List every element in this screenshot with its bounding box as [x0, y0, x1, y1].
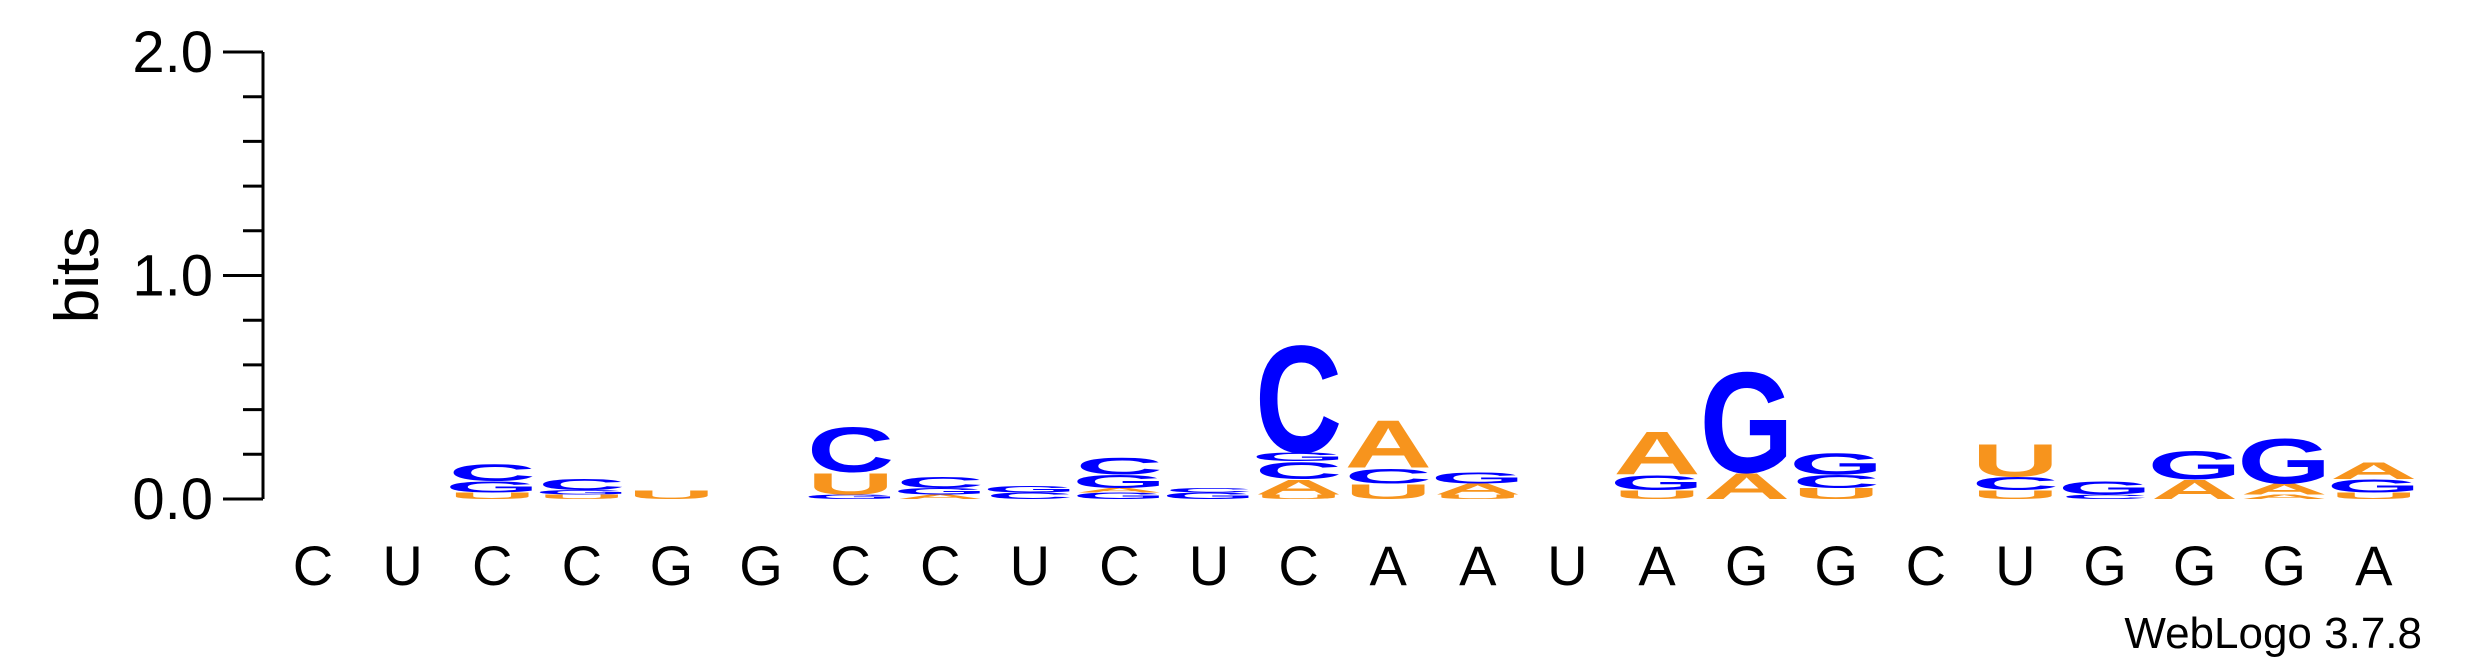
- logo-letter-U: U: [1972, 435, 2059, 486]
- logo-letter-G: G: [2327, 476, 2421, 496]
- logo-letter-C: C: [986, 491, 1073, 501]
- logo-letter-A: A: [1434, 481, 1521, 498]
- logo-letter-A: A: [897, 494, 984, 501]
- logo-letter-U: U: [1255, 494, 1342, 501]
- logo-letter-G: G: [1789, 447, 1883, 481]
- logo-letter-G: G: [2237, 425, 2331, 497]
- logo-letter-A: A: [1255, 475, 1342, 499]
- logo-letter-C: C: [2061, 494, 2148, 501]
- x-tick-label: C: [1099, 534, 1139, 597]
- logo-letter-C: C: [1255, 314, 1342, 485]
- logo-letter-G: G: [1252, 450, 1346, 464]
- logo-letter-U: U: [1613, 488, 1700, 502]
- x-tick-label: U: [1189, 534, 1229, 597]
- logo-letter-A: A: [2151, 474, 2238, 505]
- logo-letter-C: C: [538, 476, 625, 493]
- logo-letter-C: C: [1076, 453, 1163, 480]
- logo-letter-G: G: [535, 489, 629, 496]
- logo-letter-G: G: [1072, 471, 1166, 491]
- y-tick-label: 0.0: [132, 467, 213, 532]
- x-tick-label: C: [1278, 534, 1318, 597]
- x-tick-label: U: [1995, 534, 2035, 597]
- logo-letter-U: U: [628, 488, 715, 502]
- logo-letter-A: A: [1345, 406, 1432, 482]
- weblogo-credit: WebLogo 3.7.8: [2124, 609, 2422, 658]
- logo-letter-U: U: [538, 494, 625, 501]
- logo-letter-G: G: [804, 494, 898, 501]
- x-tick-label: G: [2083, 534, 2127, 597]
- logo-letter-A: A: [2241, 494, 2328, 501]
- x-tick-label: U: [382, 534, 422, 597]
- logo-letter-U: U: [449, 491, 536, 501]
- logo-letter-A: A: [2241, 481, 2328, 498]
- y-ticks: 0.0 1.0 2.0: [132, 20, 263, 532]
- x-tick-label: C: [1906, 534, 1946, 597]
- logo-letter-U: U: [1972, 488, 2059, 502]
- logo-letter-G: G: [983, 484, 1077, 494]
- logo-letter-G: G: [893, 486, 987, 496]
- logo-letter-C: C: [1165, 487, 1252, 494]
- x-tick-label: G: [2262, 534, 2306, 597]
- logo-letter-A: A: [2330, 457, 2417, 484]
- logo-letter-C: C: [807, 414, 894, 486]
- logo-letter-G: G: [1700, 343, 1794, 503]
- x-tick-label: U: [1547, 534, 1587, 597]
- logo-letter-C: C: [1255, 457, 1342, 484]
- logo-letter-G: G: [1610, 471, 1704, 495]
- logo-letter-G: G: [2058, 478, 2152, 498]
- logo-letter-C: C: [1793, 471, 1880, 491]
- logo-letter-G: G: [1162, 491, 1256, 501]
- x-tick-label: G: [1725, 534, 1769, 597]
- x-tick-label: C: [293, 534, 333, 597]
- x-tick-label: U: [1010, 534, 1050, 597]
- x-tick-label: C: [562, 534, 602, 597]
- logo-letter-A: A: [1613, 419, 1700, 487]
- x-tick-label: G: [739, 534, 783, 597]
- logo-letter-C: C: [1345, 464, 1432, 488]
- x-tick-label: A: [1459, 534, 1497, 597]
- logo-letter-C: C: [897, 474, 984, 491]
- logo-letter-U: U: [1434, 494, 1521, 501]
- logo-letter-C: C: [449, 459, 536, 486]
- logo-letter-G: G: [1072, 491, 1166, 501]
- logo-letter-U: U: [1345, 480, 1432, 504]
- x-tick-label: C: [920, 534, 960, 597]
- y-axis-label: bits: [43, 227, 112, 323]
- logo-letter-U: U: [2330, 491, 2417, 501]
- logo-letter-A: A: [1703, 466, 1790, 507]
- x-tick-label: G: [650, 534, 694, 597]
- x-tick-label: C: [830, 534, 870, 597]
- logo-letter-G: G: [2148, 443, 2242, 487]
- logo-letter-U: U: [1793, 485, 1880, 502]
- y-tick-label: 1.0: [132, 244, 213, 309]
- x-tick-label: A: [1370, 534, 1408, 597]
- y-tick-label: 2.0: [132, 20, 213, 85]
- x-tick-label: C: [472, 534, 512, 597]
- x-tick-label: G: [2173, 534, 2217, 597]
- logo-letter-A: A: [1076, 487, 1163, 494]
- logo-letter-G: G: [1431, 470, 1525, 487]
- x-tick-label: A: [1638, 534, 1676, 597]
- x-tick-label: A: [2355, 534, 2393, 597]
- x-tick-label: G: [1814, 534, 1858, 597]
- logo-letter-C: C: [1972, 474, 2059, 494]
- logo-letter-U: U: [807, 467, 894, 501]
- logo-letter-G: G: [445, 479, 539, 496]
